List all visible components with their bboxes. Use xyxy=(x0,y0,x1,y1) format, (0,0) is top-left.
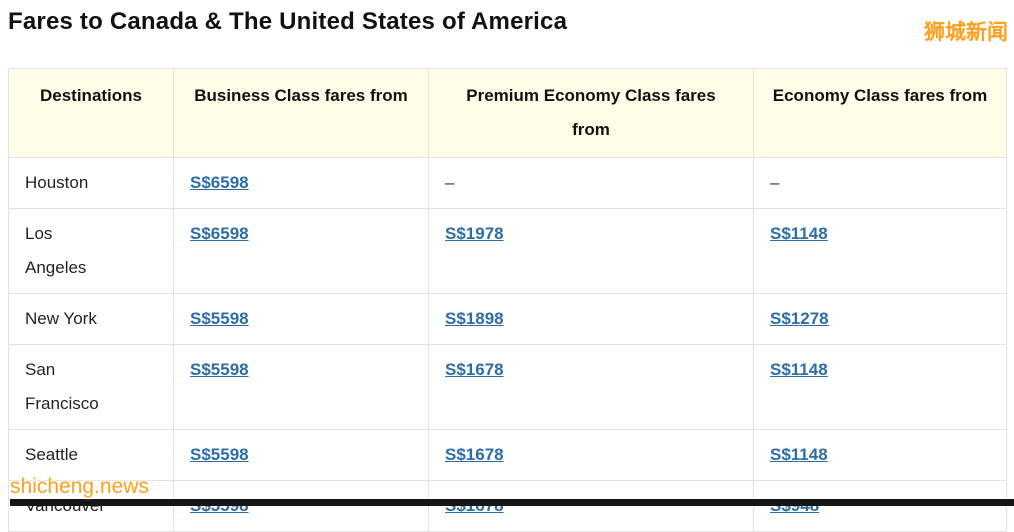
fare-dash: – xyxy=(770,173,780,192)
business-fare-cell: S$5598 xyxy=(173,480,429,532)
premium-fare-cell: – xyxy=(428,157,754,209)
economy-fare-cell: S$1148 xyxy=(753,208,1007,294)
site-watermark-top: 狮城新闻 xyxy=(924,21,1008,44)
business-fare-link[interactable]: S$6598 xyxy=(190,173,249,192)
table-row: Los Angeles S$6598 S$1978 S$1148 xyxy=(8,208,1007,294)
table-row: San Francisco S$5598 S$1678 S$1148 xyxy=(8,344,1007,430)
business-fare-link[interactable]: S$5598 xyxy=(190,445,249,464)
economy-fare-link[interactable]: S$1148 xyxy=(770,445,828,464)
economy-fare-cell: – xyxy=(753,157,1007,209)
economy-fare-cell: S$1148 xyxy=(753,344,1007,430)
header-economy-class: Economy Class fares from xyxy=(753,68,1007,158)
fares-table: Destinations Business Class fares from P… xyxy=(8,68,1007,532)
destination-cell: Los Angeles xyxy=(8,208,174,294)
business-fare-cell: S$6598 xyxy=(173,157,429,209)
destination-label: San Francisco xyxy=(25,360,99,413)
destination-label: New York xyxy=(25,309,97,328)
site-watermark-bottom: shicheng.news xyxy=(10,475,149,498)
premium-fare-cell: S$1678 xyxy=(428,429,754,481)
business-fare-link[interactable]: S$6598 xyxy=(190,224,249,243)
table-row: New York S$5598 S$1898 S$1278 xyxy=(8,293,1007,345)
header-business-class: Business Class fares from xyxy=(173,68,429,158)
table-row: Vancouver S$5598 S$1678 S$948 xyxy=(8,480,1007,532)
economy-fare-cell: S$1278 xyxy=(753,293,1007,345)
premium-fare-cell: S$1678 xyxy=(428,480,754,532)
premium-fare-cell: S$1678 xyxy=(428,344,754,430)
premium-fare-link[interactable]: S$1978 xyxy=(445,224,504,243)
premium-fare-cell: S$1978 xyxy=(428,208,754,294)
business-fare-cell: S$5598 xyxy=(173,344,429,430)
table-header-row: Destinations Business Class fares from P… xyxy=(8,68,1007,158)
economy-fare-cell: S$948 xyxy=(753,480,1007,532)
page-title: Fares to Canada & The United States of A… xyxy=(8,8,568,35)
economy-fare-link[interactable]: S$1148 xyxy=(770,224,828,243)
premium-fare-link[interactable]: S$1678 xyxy=(445,445,504,464)
destination-label: Houston xyxy=(25,173,89,192)
destination-cell: Houston xyxy=(8,157,174,209)
table-row: Seattle S$5598 S$1678 S$1148 xyxy=(8,429,1007,481)
table-row: Houston S$6598 – – xyxy=(8,157,1007,209)
premium-fare-link[interactable]: S$1678 xyxy=(445,360,504,379)
destination-cell: New York xyxy=(8,293,174,345)
destination-label: Los Angeles xyxy=(25,224,87,277)
business-fare-cell: S$6598 xyxy=(173,208,429,294)
premium-fare-cell: S$1898 xyxy=(428,293,754,345)
fare-dash: – xyxy=(445,173,455,192)
economy-fare-link[interactable]: S$1148 xyxy=(770,360,828,379)
header-destinations: Destinations xyxy=(8,68,174,158)
premium-fare-link[interactable]: S$1898 xyxy=(445,309,504,328)
business-fare-cell: S$5598 xyxy=(173,293,429,345)
bottom-divider-bar xyxy=(10,499,1014,506)
business-fare-link[interactable]: S$5598 xyxy=(190,309,249,328)
destination-cell: Seattle xyxy=(8,429,174,481)
economy-fare-link[interactable]: S$1278 xyxy=(770,309,829,328)
header-premium-economy: Premium Economy Class fares from xyxy=(428,68,754,158)
business-fare-cell: S$5598 xyxy=(173,429,429,481)
economy-fare-cell: S$1148 xyxy=(753,429,1007,481)
destination-label: Seattle xyxy=(25,445,78,464)
destination-cell: San Francisco xyxy=(8,344,174,430)
business-fare-link[interactable]: S$5598 xyxy=(190,360,249,379)
